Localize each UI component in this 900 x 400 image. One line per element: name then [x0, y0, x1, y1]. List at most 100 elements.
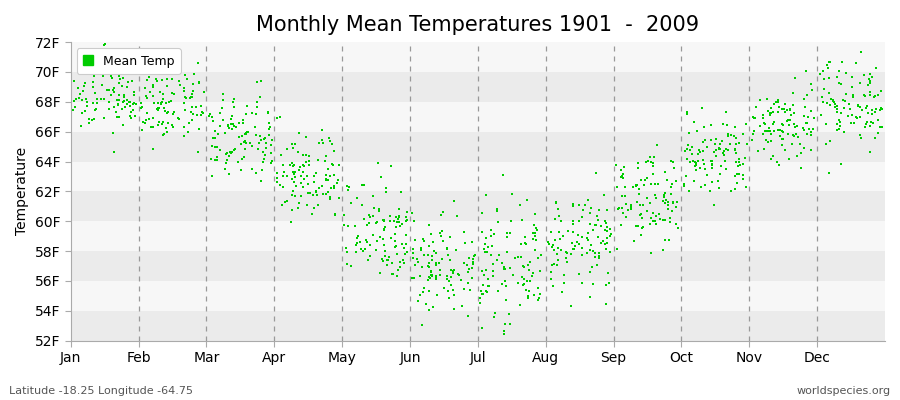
Point: [397, 260, 411, 266]
Point: [227, 123, 241, 129]
Point: [708, 140, 723, 147]
Point: [76, 88, 91, 94]
Point: [207, 135, 221, 142]
Point: [152, 119, 166, 126]
Point: [220, 160, 234, 166]
Point: [528, 233, 543, 240]
Point: [362, 212, 376, 219]
Point: [356, 216, 371, 222]
Point: [191, 149, 205, 156]
Point: [858, 124, 872, 130]
Point: [406, 246, 420, 252]
Point: [397, 245, 411, 251]
Point: [497, 328, 511, 334]
Point: [580, 230, 595, 236]
Point: [316, 191, 330, 198]
Point: [161, 99, 176, 106]
Point: [648, 213, 662, 219]
Point: [353, 238, 367, 245]
Point: [410, 298, 425, 304]
Point: [257, 135, 272, 141]
Point: [817, 76, 832, 82]
Point: [150, 106, 165, 113]
Point: [797, 145, 812, 151]
Point: [370, 219, 384, 225]
Point: [365, 212, 380, 219]
Point: [155, 99, 169, 105]
Point: [824, 96, 838, 102]
Point: [771, 109, 786, 115]
Point: [213, 147, 228, 153]
Point: [616, 171, 630, 177]
Point: [385, 271, 400, 277]
Point: [107, 69, 122, 75]
Point: [552, 229, 566, 236]
Point: [370, 238, 384, 244]
Point: [498, 266, 512, 272]
Point: [760, 128, 774, 135]
Point: [284, 141, 299, 147]
Point: [477, 271, 491, 278]
Point: [863, 123, 878, 129]
Point: [184, 94, 199, 100]
Point: [185, 88, 200, 94]
Point: [398, 251, 412, 258]
Point: [154, 100, 168, 107]
Point: [661, 198, 675, 205]
Point: [275, 172, 290, 179]
Point: [285, 163, 300, 169]
Point: [873, 124, 887, 130]
Point: [685, 150, 699, 157]
Point: [68, 78, 82, 84]
Point: [357, 246, 372, 252]
Bar: [71, 102, 885, 132]
Point: [575, 206, 590, 213]
Point: [293, 180, 308, 186]
Point: [331, 195, 346, 202]
Point: [688, 166, 703, 173]
Point: [615, 192, 629, 199]
Point: [245, 109, 259, 116]
Point: [851, 102, 866, 109]
Point: [466, 256, 481, 262]
Point: [167, 109, 182, 115]
Point: [630, 223, 644, 230]
Point: [439, 276, 454, 282]
Point: [861, 82, 876, 88]
Point: [761, 108, 776, 115]
Point: [479, 192, 493, 198]
Point: [562, 228, 576, 234]
Point: [523, 259, 537, 265]
Point: [728, 146, 742, 152]
Point: [629, 223, 643, 229]
Point: [545, 244, 560, 250]
Point: [468, 251, 482, 258]
Point: [698, 166, 712, 172]
Point: [505, 191, 519, 198]
Point: [156, 96, 170, 102]
Point: [400, 241, 414, 247]
Point: [250, 99, 265, 105]
Point: [638, 177, 652, 183]
Point: [646, 210, 661, 216]
Point: [687, 119, 701, 126]
Point: [503, 265, 517, 272]
Point: [383, 163, 398, 170]
Point: [658, 200, 672, 206]
Point: [166, 91, 181, 97]
Point: [206, 118, 220, 124]
Point: [736, 130, 751, 137]
Point: [406, 254, 420, 261]
Point: [763, 110, 778, 116]
Point: [530, 285, 544, 291]
Point: [350, 194, 365, 201]
Point: [854, 135, 868, 142]
Point: [619, 201, 634, 208]
Point: [575, 234, 590, 240]
Point: [77, 108, 92, 114]
Point: [688, 159, 702, 165]
Point: [160, 110, 175, 116]
Point: [834, 81, 849, 87]
Point: [486, 268, 500, 274]
Point: [498, 278, 512, 284]
